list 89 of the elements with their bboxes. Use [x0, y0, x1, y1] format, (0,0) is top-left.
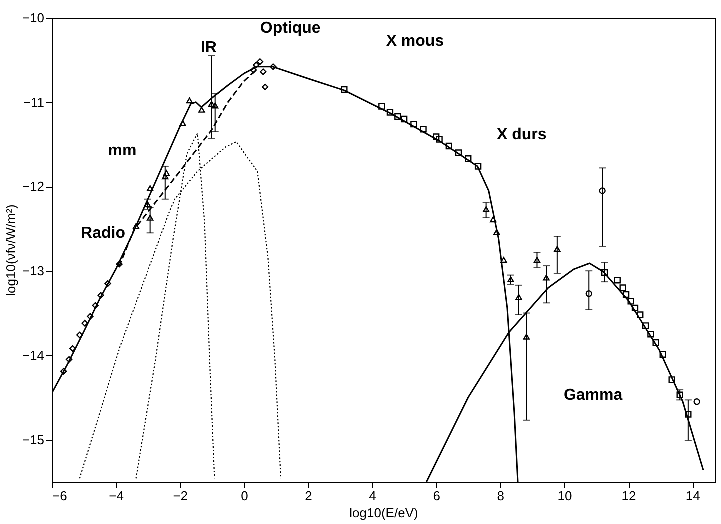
point	[146, 214, 154, 221]
point	[186, 98, 194, 104]
point	[163, 170, 170, 176]
point	[341, 86, 348, 94]
point	[446, 142, 452, 150]
point	[500, 257, 508, 264]
point	[132, 223, 140, 230]
point	[400, 116, 408, 123]
point	[92, 302, 99, 310]
point	[648, 331, 654, 338]
point	[262, 84, 269, 91]
y-tick-label: −10	[22, 10, 44, 26]
point	[270, 64, 277, 70]
point	[668, 376, 676, 384]
annotation: mm	[108, 142, 137, 160]
x-tick-label: −6	[52, 488, 68, 504]
point	[490, 216, 497, 223]
point	[620, 284, 626, 292]
x-axis-title: log10(E/eV)	[350, 506, 418, 520]
point	[455, 150, 462, 156]
point	[87, 313, 94, 320]
annotation: Radio	[81, 225, 126, 242]
point	[256, 58, 264, 66]
annotation: X mous	[386, 32, 444, 50]
point	[614, 277, 621, 284]
point	[642, 322, 650, 330]
x-tick-label: 8	[497, 488, 505, 504]
point	[394, 113, 402, 120]
point	[637, 312, 644, 318]
point	[652, 339, 660, 346]
annotation: Gamma	[564, 387, 623, 404]
point	[260, 68, 267, 76]
point	[474, 163, 482, 170]
y-tick-label: −13	[22, 264, 44, 279]
point	[162, 174, 169, 180]
point	[378, 103, 386, 110]
point	[622, 291, 630, 298]
y-axis-title: log10(νfν/W/m²)	[3, 204, 18, 296]
point	[516, 294, 522, 300]
point	[82, 320, 88, 327]
point	[66, 356, 73, 364]
point	[208, 101, 216, 108]
point	[508, 276, 514, 282]
point	[685, 411, 692, 418]
point	[420, 126, 427, 133]
point	[554, 246, 561, 252]
y-tick-label: −15	[22, 432, 44, 448]
x-tick-label: 6	[433, 488, 440, 504]
y-tick-label: −14	[22, 348, 44, 363]
point	[410, 120, 418, 128]
x-tick-label: 14	[686, 488, 700, 504]
x-tick-label: 0	[241, 488, 248, 504]
x-tick-label: 12	[622, 488, 636, 504]
point	[146, 185, 154, 192]
x-tick-label: −4	[109, 488, 124, 504]
point	[586, 290, 592, 298]
point	[386, 109, 394, 116]
point	[253, 62, 260, 69]
point	[599, 188, 606, 194]
point	[482, 206, 490, 212]
annotation: Optique	[260, 20, 321, 38]
annotation: IR	[200, 40, 218, 57]
point	[98, 292, 104, 299]
point	[60, 368, 68, 375]
point	[694, 398, 700, 406]
point	[632, 304, 639, 312]
point	[676, 392, 684, 398]
point	[628, 298, 634, 305]
y-tick-label: −12	[22, 179, 44, 194]
x-tick-label: 4	[369, 488, 376, 504]
x-tick-label: 10	[558, 488, 572, 504]
point	[76, 332, 84, 339]
point	[69, 345, 76, 352]
point	[212, 102, 219, 109]
point	[543, 274, 550, 281]
point	[660, 351, 666, 358]
point	[465, 156, 472, 162]
point	[104, 280, 112, 288]
point	[523, 334, 530, 340]
point	[436, 136, 443, 143]
point	[433, 134, 440, 140]
x-tick-label: −2	[173, 488, 188, 504]
point	[601, 269, 608, 276]
point	[494, 229, 500, 236]
point	[534, 257, 541, 264]
x-tick-label: 2	[305, 488, 312, 504]
point	[198, 106, 206, 113]
annotation: X durs	[496, 126, 547, 144]
y-tick-label: −11	[23, 94, 44, 110]
